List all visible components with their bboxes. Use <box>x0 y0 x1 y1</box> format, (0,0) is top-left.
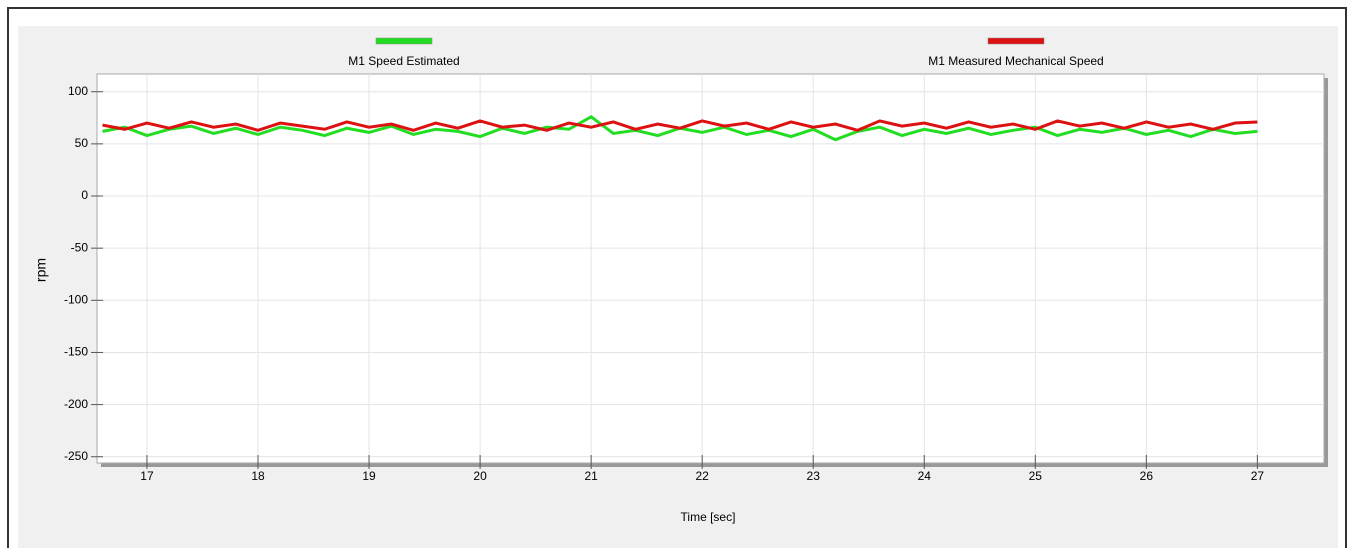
legend-label: M1 Measured Mechanical Speed <box>928 54 1103 68</box>
x-tick-label: 17 <box>140 469 154 483</box>
y-tick-label: 0 <box>81 188 88 202</box>
y-tick-label: -100 <box>64 292 88 306</box>
x-tick-label: 22 <box>695 469 709 483</box>
legend-label: M1 Speed Estimated <box>348 54 459 68</box>
y-axis-label: rpm <box>33 258 49 282</box>
plot-area <box>96 73 1325 464</box>
x-tick-label: 21 <box>584 469 598 483</box>
legend-swatch <box>987 37 1045 45</box>
legend-swatch <box>375 37 433 45</box>
y-tick-label: -200 <box>64 397 88 411</box>
data-line <box>102 119 1258 132</box>
x-tick-label: 23 <box>807 469 821 483</box>
y-tick-label: -250 <box>64 449 88 463</box>
x-tick-label: 20 <box>473 469 487 483</box>
y-tick-label: 50 <box>75 136 89 150</box>
x-tick-label: 19 <box>362 469 376 483</box>
frame <box>7 7 1347 548</box>
x-tick-label: 24 <box>918 469 932 483</box>
y-tick-label: -50 <box>71 240 89 254</box>
x-tick-label: 18 <box>251 469 265 483</box>
x-tick-label: 26 <box>1140 469 1154 483</box>
x-tick-label: 25 <box>1029 469 1043 483</box>
y-tick-label: -150 <box>64 345 88 359</box>
x-axis-label: Time [sec] <box>681 510 736 524</box>
y-tick-label: 100 <box>68 84 88 98</box>
x-tick-label: 27 <box>1251 469 1265 483</box>
